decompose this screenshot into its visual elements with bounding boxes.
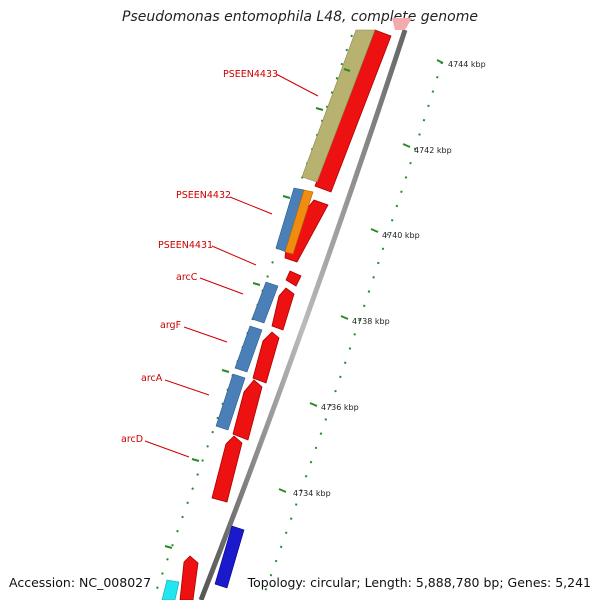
gene-label-arcd[interactable]: arcD <box>121 434 190 458</box>
gene-label-pseen4433[interactable]: PSEEN4433 <box>223 69 319 97</box>
gene-label-text: PSEEN4432 <box>176 190 231 201</box>
accession-label: Accession: NC_008027 <box>9 575 152 590</box>
cog-bar-arca[interactable] <box>215 373 246 431</box>
guide-rings <box>152 34 443 600</box>
tick-label: 4738 kbp <box>352 317 390 326</box>
gene-label-pseen4431[interactable]: PSEEN4431 <box>158 240 257 266</box>
gene-label-pseen4432[interactable]: PSEEN4432 <box>176 190 273 215</box>
gene-label-text: PSEEN4433 <box>223 69 278 80</box>
gene-top-faded-feature <box>392 18 412 30</box>
tick-4738: 4738 kbp <box>340 315 390 326</box>
gene-arca-feature[interactable] <box>232 379 263 441</box>
gene-bottom-red-feature[interactable] <box>179 555 199 600</box>
gene-label-text: PSEEN4431 <box>158 240 213 251</box>
cog-bar-cyan[interactable] <box>161 579 180 600</box>
cog-bar-navy[interactable] <box>214 525 245 589</box>
cog-bar-pseen4433[interactable] <box>301 29 376 183</box>
tick-4742: 4742 kbp <box>402 143 452 155</box>
gene-pseen4431-feature[interactable] <box>285 270 302 287</box>
cog-category-bars <box>161 29 376 600</box>
gene-label-arcc[interactable]: arcC <box>176 272 244 295</box>
scale-ticks: 4744 kbp 4742 kbp 4740 kbp 4738 kbp 4736… <box>278 59 486 498</box>
tick-label: 4740 kbp <box>382 231 420 240</box>
genome-backbone <box>198 29 408 600</box>
cog-bar-pseen4432-orange[interactable] <box>284 189 314 255</box>
tick-label: 4734 kbp <box>293 489 331 498</box>
map-title: Pseudomonas entomophila L48, complete ge… <box>122 9 478 25</box>
cog-bar-arcc[interactable] <box>251 281 279 324</box>
gene-label-arca[interactable]: arcA <box>141 373 210 396</box>
gene-label-text: arcC <box>176 272 198 283</box>
gene-arcc-feature[interactable] <box>271 287 295 331</box>
cog-bar-argf[interactable] <box>234 325 263 373</box>
tick-4740: 4740 kbp <box>370 228 420 240</box>
tick-4736: 4736 kbp <box>309 402 359 412</box>
gene-label-text: arcD <box>121 434 143 445</box>
gene-argf-feature[interactable] <box>252 331 280 384</box>
tick-label: 4744 kbp <box>448 60 486 69</box>
tick-4744: 4744 kbp <box>436 59 486 69</box>
tick-4734: 4734 kbp <box>278 488 331 498</box>
inner-guide-ring <box>152 34 353 600</box>
gene-labels: PSEEN4433 PSEEN4432 PSEEN4431 arcC argF … <box>121 69 319 458</box>
genome-summary-label: Topology: circular; Length: 5,888,780 bp… <box>247 575 591 590</box>
forward-strand-genes <box>179 29 392 600</box>
inner-ring-ticks <box>164 68 351 549</box>
tick-label: 4736 kbp <box>321 403 359 412</box>
outer-guide-ring <box>261 61 443 600</box>
gene-label-text: argF <box>160 320 181 331</box>
gene-label-argf[interactable]: argF <box>160 320 228 343</box>
gene-arcd-feature[interactable] <box>211 435 243 503</box>
gene-label-text: arcA <box>141 373 163 384</box>
tick-label: 4742 kbp <box>414 146 452 155</box>
